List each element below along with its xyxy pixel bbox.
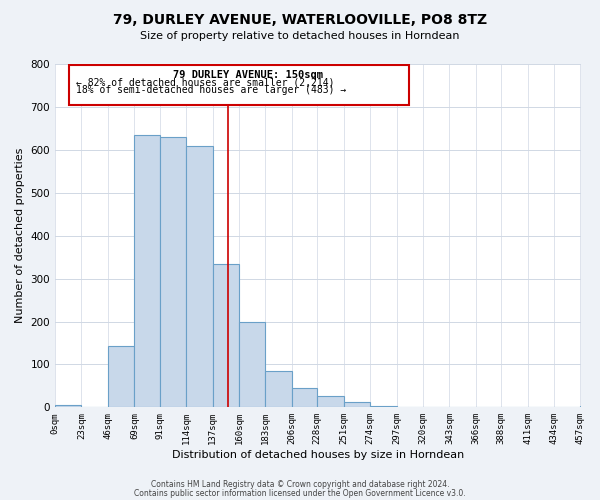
Text: 79, DURLEY AVENUE, WATERLOOVILLE, PO8 8TZ: 79, DURLEY AVENUE, WATERLOOVILLE, PO8 8T…	[113, 12, 487, 26]
Text: Contains HM Land Registry data © Crown copyright and database right 2024.: Contains HM Land Registry data © Crown c…	[151, 480, 449, 489]
Bar	[134, 135, 160, 407]
Text: Contains public sector information licensed under the Open Government Licence v3: Contains public sector information licen…	[134, 488, 466, 498]
Bar	[344, 402, 370, 407]
X-axis label: Distribution of detached houses by size in Horndean: Distribution of detached houses by size …	[172, 450, 464, 460]
Bar	[160, 137, 186, 407]
Text: Size of property relative to detached houses in Horndean: Size of property relative to detached ho…	[140, 31, 460, 41]
Bar	[265, 372, 292, 408]
Bar	[186, 146, 212, 407]
Y-axis label: Number of detached properties: Number of detached properties	[15, 148, 25, 324]
Bar	[212, 264, 239, 408]
Bar	[580, 406, 600, 407]
Bar	[239, 322, 265, 408]
Text: ← 82% of detached houses are smaller (2,214): ← 82% of detached houses are smaller (2,…	[76, 78, 334, 88]
Text: 79 DURLEY AVENUE: 150sqm: 79 DURLEY AVENUE: 150sqm	[173, 70, 323, 80]
Bar	[292, 388, 317, 407]
Bar	[55, 405, 82, 407]
Bar	[108, 346, 134, 408]
Bar	[317, 396, 344, 407]
Text: 18% of semi-detached houses are larger (483) →: 18% of semi-detached houses are larger (…	[76, 86, 346, 96]
Bar	[370, 406, 397, 408]
Bar	[69, 65, 409, 105]
